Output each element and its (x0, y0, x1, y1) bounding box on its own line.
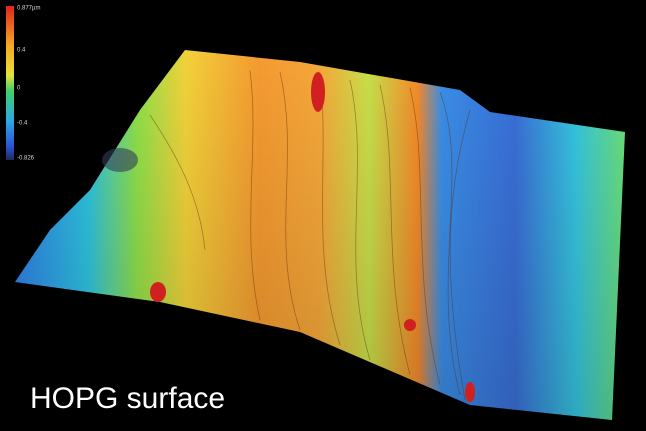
colorbar-label: 0.4 (17, 48, 26, 54)
caption: HOPG surface (30, 382, 225, 415)
page: 0.877µm 0.4 0 -0.4 -0.826 HOPG surface (… (0, 0, 646, 431)
defect (465, 382, 475, 402)
colorbar-label: -0.826 (17, 156, 35, 162)
afm-image: 0.877µm 0.4 0 -0.4 -0.826 HOPG surface (0, 0, 646, 431)
defect (404, 319, 416, 331)
dark-region (102, 148, 138, 172)
colorbar (6, 6, 14, 160)
colorbar-label: -0.4 (17, 121, 28, 127)
colorbar-label: 0.877µm (17, 6, 40, 12)
defect (150, 282, 166, 302)
defect (311, 72, 325, 112)
